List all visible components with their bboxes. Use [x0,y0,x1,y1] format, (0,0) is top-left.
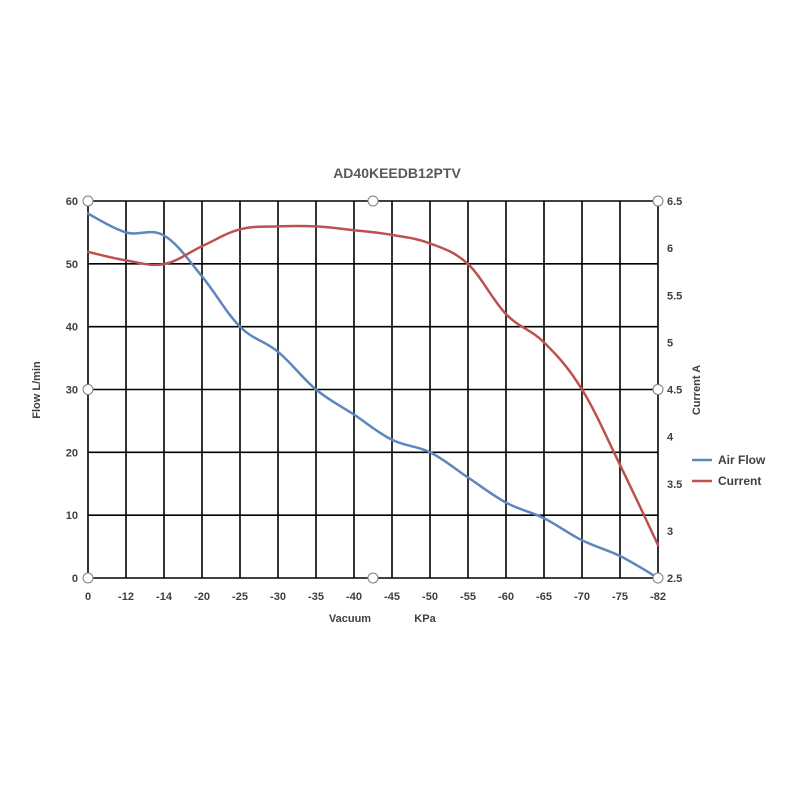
y-tick-label: 60 [66,196,78,208]
x-tick-label: -30 [270,591,286,603]
resize-handle[interactable] [82,195,94,207]
x-tick-label: -35 [308,591,324,603]
y2-tick-label: 6.5 [667,196,682,208]
tick-labels: 0 -12 -14 -20 -25 -30 -35 -40 -45 -50 -55 -60 -65 -70… [66,196,683,603]
x-tick-label: 0 [85,591,91,603]
y-tick-label: 50 [66,259,78,271]
plot-grid [87,200,659,579]
x-tick-label: -70 [574,591,590,603]
y2-tick-label: 6 [667,243,673,255]
resize-handle[interactable] [82,572,94,584]
y-tick-label: 20 [66,447,78,459]
resize-handle[interactable] [652,195,664,207]
y2-tick-label: 3.5 [667,479,682,491]
y-tick-label: 40 [66,322,78,334]
y2-tick-label: 5.5 [667,290,682,302]
x-tick-label: -12 [118,591,134,603]
y2-tick-label: 4 [667,432,674,444]
x-tick-label: -45 [384,591,400,603]
legend-label-current: Current [718,474,761,488]
x-tick-label: -82 [650,591,666,603]
y2-axis-label: Current A [691,365,703,415]
x-tick-label: -40 [346,591,362,603]
y-tick-label: 0 [72,573,78,585]
x-tick-label: -60 [498,591,514,603]
series-line-air-flow [86,212,660,580]
selection-handles [82,195,664,584]
series-lines [86,212,660,580]
x-axis-label: Vacuum [329,613,371,625]
legend-label-air-flow: Air Flow [718,453,766,467]
y-tick-label: 30 [66,385,78,397]
resize-handle[interactable] [652,384,664,395]
legend: Air Flow Current [692,453,766,488]
resize-handle[interactable] [367,195,379,207]
x-tick-label: -75 [612,591,628,603]
resize-handle[interactable] [82,384,94,395]
x-tick-label: -50 [422,591,438,603]
y2-tick-label: 3 [667,526,673,538]
y2-tick-label: 4.5 [667,385,682,397]
y-tick-label: 10 [66,510,78,522]
y-axis-label: Flow L/min [31,361,43,419]
y2-tick-label: 2.5 [667,573,682,585]
resize-handle[interactable] [652,572,664,584]
chart-title: AD40KEEDB12PTV [333,165,461,181]
series-line-current [86,224,660,547]
x-tick-label: -25 [232,591,248,603]
y2-tick-label: 5 [667,337,673,349]
x-axis-unit: KPa [414,613,436,625]
x-tick-label: -65 [536,591,552,603]
x-tick-label: -14 [156,591,173,603]
resize-handle[interactable] [367,572,379,584]
x-tick-label: -20 [194,591,210,603]
x-tick-label: -55 [460,591,476,603]
